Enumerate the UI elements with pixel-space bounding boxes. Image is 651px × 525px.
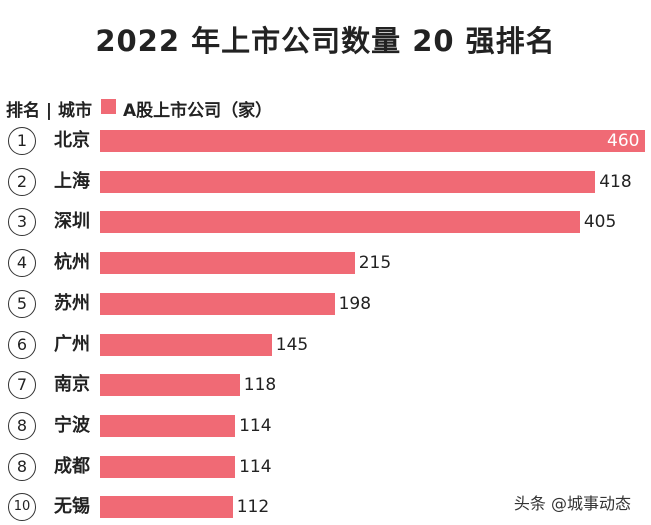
bar [100, 170, 596, 193]
rank-badge: 2 [8, 167, 36, 196]
rank-badge: 7 [8, 371, 36, 400]
legend-swatch [101, 99, 116, 114]
rank-badge: 4 [8, 249, 36, 278]
rank-badge: 1 [8, 127, 36, 155]
bar [100, 496, 233, 519]
value-label: 118 [243, 375, 277, 396]
rank-badge: 3 [8, 208, 36, 237]
rank-badge: 8 [8, 411, 36, 440]
value-label: 405 [583, 212, 617, 233]
city-label: 南京 [54, 374, 90, 396]
value-label: 460 [607, 131, 640, 151]
city-label: 广州 [54, 333, 90, 355]
bar [100, 130, 645, 152]
value-label: 215 [358, 253, 392, 274]
city-label: 苏州 [54, 292, 90, 314]
rank-city-header: 排名 | 城市 [6, 101, 93, 121]
city-label: 杭州 [54, 252, 90, 274]
city-label: 深圳 [54, 211, 90, 233]
bar [100, 292, 335, 315]
chart-title: 2022 年上市公司数量 20 强排名 [95, 24, 556, 58]
city-label: 北京 [54, 130, 90, 151]
value-label: 145 [275, 334, 309, 355]
value-label: 114 [239, 415, 272, 436]
bar [100, 333, 272, 356]
bar [100, 414, 236, 437]
city-label: 成都 [54, 455, 90, 477]
rank-badge: 10 [8, 493, 36, 522]
city-label: 上海 [54, 170, 90, 192]
rank-badge: 8 [8, 452, 36, 481]
city-label: 宁波 [54, 414, 90, 436]
rank-badge: 5 [8, 289, 36, 318]
bar [100, 374, 240, 397]
rank-badge: 6 [8, 330, 36, 359]
value-label: 418 [599, 171, 632, 192]
legend-label: A股上市公司（家） [123, 101, 273, 121]
bar [100, 252, 355, 275]
city-label: 无锡 [54, 496, 90, 518]
watermark: 头条 @城事动态 [513, 494, 631, 513]
bar [100, 455, 236, 478]
value-label: 198 [338, 293, 372, 314]
value-label: 112 [236, 497, 270, 518]
bar [100, 211, 580, 234]
value-label: 114 [239, 456, 272, 477]
